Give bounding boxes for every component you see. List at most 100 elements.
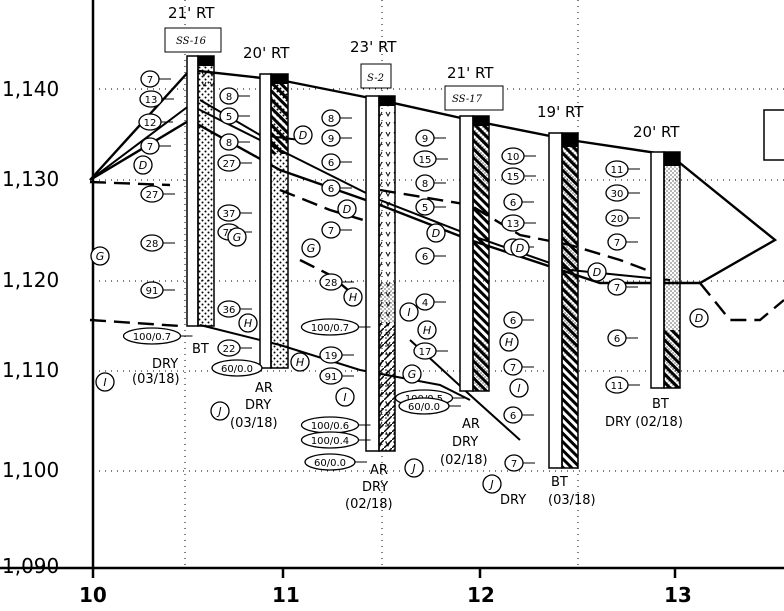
column-sample [459,115,474,392]
blow-count-bubble: 7 [321,221,352,239]
boring-notes: BT DRY (03/18) AR DRY (03/18) AR DRY (02… [132,342,683,512]
zone-circle [499,332,519,352]
blow-count: 37 [223,209,236,220]
zone-letter: D [432,227,440,240]
y-tick: 1,100 [2,458,59,482]
blow-count-bubble: 5 [415,198,446,216]
zone-circle [510,238,530,258]
zone-circle [402,364,422,384]
note: BT [652,397,669,412]
blow-count: 8 [328,114,334,125]
zone-letter: J [488,478,493,491]
blow-count: 15 [507,172,520,183]
blow-count-bubble: 6 [415,247,446,265]
blow-count: 7 [511,459,517,470]
zone-letter: J [410,462,415,475]
x-tick: 11 [272,583,300,607]
column-sample [650,151,665,389]
blow-count: 13 [507,219,520,230]
zone-circle [404,458,424,478]
zone-letter: G [307,242,316,255]
blow-count: 60/0.0 [221,364,253,375]
note: DRY [452,435,478,450]
boring-tag: S-2 [367,73,384,84]
partial-box [763,109,784,161]
zone-circle [90,246,110,266]
blow-count-bubble: 20 [605,209,640,227]
column-sample [259,73,272,369]
blow-count: 10 [507,152,520,163]
column-soil [379,323,395,451]
blow-count-bubble: 13 [139,90,174,108]
zone-circle [293,125,313,145]
boring-tag: SS-16 [176,36,207,47]
column-soil [197,55,215,327]
zone-letter: D [593,266,601,279]
zone-circle [482,474,502,494]
zone-letter: D [343,203,351,216]
boring-offset: 19' RT [537,103,584,121]
x-tick: 12 [467,583,495,607]
note: (02/18) [345,497,393,512]
blow-count-bubble: 17 [413,342,448,360]
note: DRY [245,398,271,413]
blow-count-bubble: 10 [501,147,536,165]
blow-count: 7 [147,142,153,153]
blow-count: 91 [146,286,159,297]
zone-circle [399,302,419,322]
blow-count: 7 [328,226,334,237]
zone-circle [238,313,258,333]
note: AR [370,463,388,478]
column-soil [473,126,489,196]
zone-letter: H [296,356,304,369]
blow-count: 19 [325,351,338,362]
blow-count-bubble: 60/0.0 [398,397,461,415]
blow-count: 100/0.7 [133,332,171,343]
blow-count-bubble: 37 [217,204,252,222]
blow-count: 100/0.4 [311,436,349,447]
zone-letter: I [343,391,346,404]
zone-letter: G [408,368,417,381]
column-soil [664,330,680,388]
zone-letter: H [423,324,431,337]
zone-letter: D [516,242,524,255]
blow-count: 6 [422,252,428,263]
blow-count: 27 [146,190,159,201]
zone-circle [95,372,115,392]
blow-count: 9 [328,134,334,145]
zone-circle [337,199,357,219]
zone-letter: I [407,306,410,319]
x-axis-labels: 10 11 12 13 [79,583,692,607]
y-tick: 1,120 [2,268,59,292]
column-sample [186,55,199,327]
zone-letter: H [505,336,513,349]
zone-letter: I [103,376,106,389]
note: (03/18) [230,416,278,431]
blow-count: 7 [614,238,620,249]
note: DRY [362,480,388,495]
zone-letter: H [349,291,357,304]
blow-count-bubble: 8 [219,87,250,105]
blow-count: 11 [611,381,624,392]
zone-letter: G [233,231,242,244]
blow-count-bubble: 60/0.0 [304,453,367,471]
blow-count: 8 [422,179,428,190]
blow-count-bubble: 60/0.0 [211,359,274,377]
blow-count-bubble: 15 [501,167,536,185]
blow-count: 7 [614,283,620,294]
column-soil [473,340,489,390]
note: BT [192,342,209,357]
blow-count-bubble: 9 [415,129,446,147]
blow-count-bubble: 91 [319,367,354,385]
zone-circle [227,227,247,247]
zone-circle [290,352,310,372]
blow-count: 12 [144,118,157,129]
column-soil [271,84,288,154]
blow-count-bubble: 6 [321,179,352,197]
zone-circle [417,320,437,340]
blow-count-bubble: 13 [501,214,536,232]
blow-count-bubble: 12 [138,113,173,131]
